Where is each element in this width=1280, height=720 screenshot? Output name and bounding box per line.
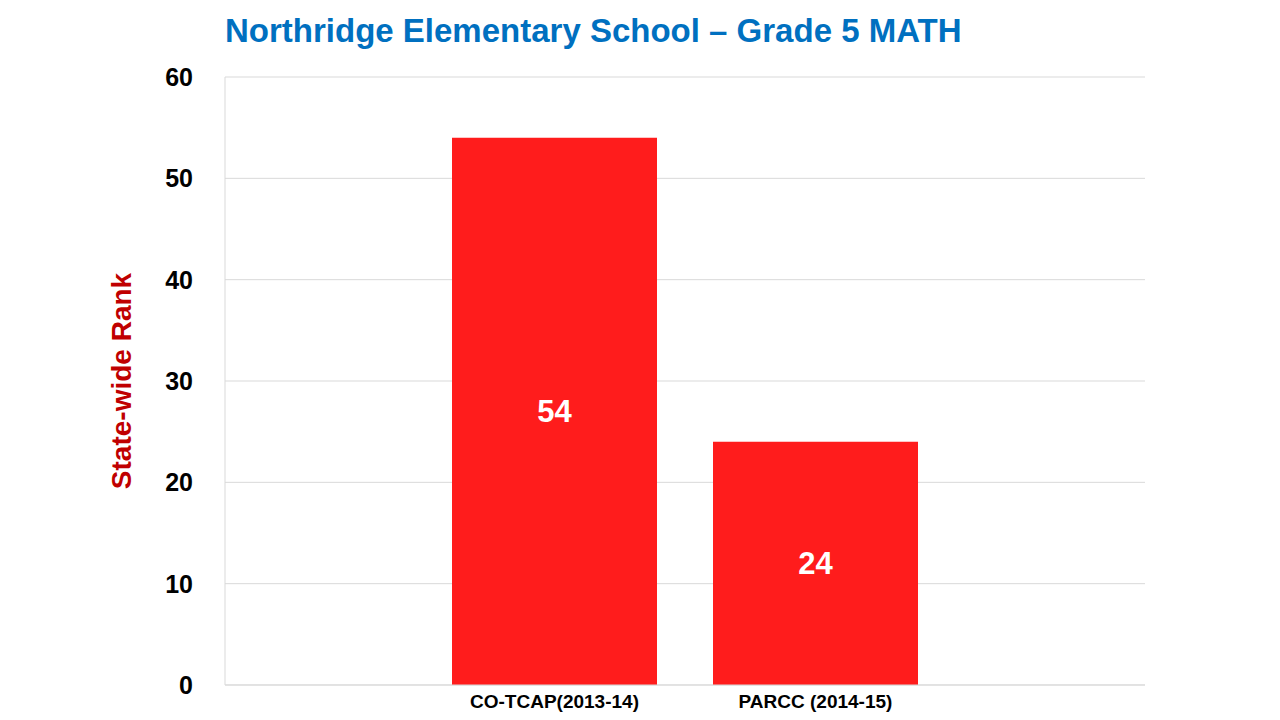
svg-text:50: 50: [165, 164, 193, 192]
svg-text:30: 30: [165, 367, 193, 395]
html-text:Northridge Elementary School –: Northridge Elementary School – Grade 5 M…: [225, 12, 962, 49]
svg-text:24: 24: [798, 546, 833, 581]
svg-text:10: 10: [165, 570, 193, 598]
html-text:State-wide Rank: State-wide Rank: [106, 272, 137, 490]
svg-text:20: 20: [165, 468, 193, 496]
svg-text:CO-TCAP(2013-14): CO-TCAP(2013-14): [470, 691, 639, 712]
svg-text:60: 60: [165, 63, 193, 91]
svg-text:0: 0: [179, 671, 193, 699]
svg-text:PARCC (2014-15): PARCC (2014-15): [739, 691, 893, 712]
svg-text:54: 54: [537, 394, 572, 429]
svg-text:40: 40: [165, 266, 193, 294]
